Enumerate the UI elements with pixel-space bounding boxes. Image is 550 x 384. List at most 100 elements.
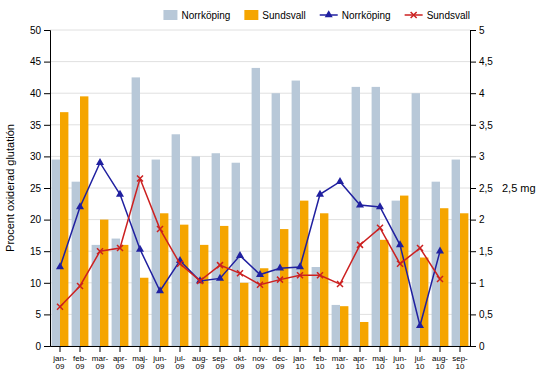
tick: 4,5 [470, 56, 493, 67]
tick-mark [44, 314, 50, 315]
tick-label: 1,5 [479, 246, 493, 257]
tick-label-line: 10 [436, 362, 445, 371]
tick: dec-09 [272, 346, 288, 371]
tick-label: 0 [35, 341, 41, 352]
tick-label-line: 09 [196, 362, 205, 371]
tick-mark [420, 346, 421, 352]
tick-label: 50 [30, 25, 42, 36]
tick-mark [470, 156, 476, 157]
bar [172, 134, 180, 346]
marker [436, 247, 444, 254]
tick: 1,5 [470, 246, 493, 257]
marker [336, 177, 344, 184]
tick-label: 0,5 [479, 309, 493, 320]
tick-label: 2 [479, 214, 485, 225]
marker [116, 190, 124, 197]
tick: mar-10 [332, 346, 349, 371]
tick-label-line: 10 [396, 362, 405, 371]
y2-axis: 00,511,522,533,544,55 [470, 25, 493, 352]
tick-mark [44, 93, 50, 94]
bar [360, 322, 368, 346]
plot: 0510152025303540455000,511,522,533,544,5… [4, 25, 536, 372]
tick-mark [44, 156, 50, 157]
grid-line [50, 30, 470, 31]
marker [416, 321, 424, 328]
tick-label-line: jan- [52, 354, 67, 363]
tick: 50 [30, 25, 50, 36]
tick-mark [470, 188, 476, 189]
tick: feb-10 [313, 346, 327, 371]
marker [177, 261, 183, 267]
tick-label-line: aug- [192, 354, 208, 363]
marker [277, 277, 283, 283]
tick-label: mar-09 [92, 354, 109, 372]
tick: maj-09 [132, 346, 148, 371]
marker [417, 245, 423, 251]
bar [200, 245, 208, 346]
bar [192, 156, 200, 346]
bar [152, 160, 160, 346]
legend-label: Norrköping [181, 10, 230, 21]
tick: 0,5 [470, 309, 493, 320]
tick-label: okt-09 [233, 354, 247, 372]
bar [240, 283, 248, 346]
tick-mark [440, 346, 441, 352]
line-series [56, 158, 444, 328]
bar [312, 267, 320, 346]
tick: jul-10 [414, 346, 426, 371]
marker [216, 274, 224, 281]
tick: 3,5 [470, 120, 493, 131]
tick-mark [300, 346, 301, 352]
tick-label: feb-09 [73, 354, 87, 372]
tick: aug-09 [192, 346, 208, 371]
tick-label-line: 09 [236, 362, 245, 371]
tick: 15 [30, 246, 50, 257]
tick-label: 30 [30, 151, 42, 162]
legend-label: Norrköping [342, 10, 391, 21]
tick-label: apr-09 [113, 354, 128, 372]
y-axis: 05101520253035404550 [30, 25, 51, 352]
legend-item: Sundsvall [244, 10, 305, 21]
tick-label: dec-09 [272, 354, 288, 372]
tick-label: 35 [30, 120, 42, 131]
tick-mark [160, 346, 161, 352]
legend-swatch [244, 10, 258, 20]
tick-mark [340, 346, 341, 352]
marker [136, 245, 144, 252]
tick-mark [470, 251, 476, 252]
tick: apr-10 [353, 346, 368, 371]
tick-label: 2,5 [479, 183, 493, 194]
tick-label-line: jul- [414, 354, 426, 363]
bar [212, 153, 220, 346]
bar [280, 229, 288, 346]
tick-label-line: 09 [56, 362, 65, 371]
marker [57, 304, 63, 310]
bar [252, 68, 260, 346]
tick-mark [220, 346, 221, 352]
tick: jun-09 [152, 346, 167, 371]
tick: 40 [30, 88, 50, 99]
tick-mark [200, 346, 201, 352]
tick-label: 5 [479, 25, 485, 36]
marker [297, 272, 303, 278]
tick-label-line: 10 [416, 362, 425, 371]
tick-label: jan-10 [292, 354, 307, 372]
tick: nov-09 [252, 346, 268, 371]
tick-mark [44, 346, 50, 347]
marker [217, 262, 223, 268]
tick: 0 [470, 341, 485, 352]
tick-mark [240, 346, 241, 352]
legend-marker [411, 12, 417, 18]
tick-label-line: 10 [456, 362, 465, 371]
tick-label-line: mar- [332, 354, 349, 363]
tick-label-line: 09 [276, 362, 285, 371]
tick-label: 1 [479, 278, 485, 289]
tick-label-line: 09 [136, 362, 145, 371]
tick-label-line: aug- [432, 354, 448, 363]
tick-label: apr-10 [353, 354, 368, 372]
data-area [52, 68, 469, 346]
y2-axis-title: 2,5 mg [502, 182, 536, 194]
tick-label-line: feb- [73, 354, 87, 363]
tick-label-line: 09 [76, 362, 85, 371]
marker [256, 270, 264, 277]
